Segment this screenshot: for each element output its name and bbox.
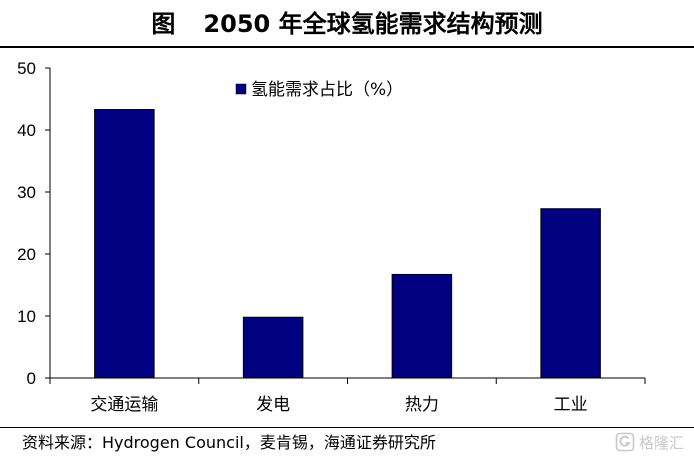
source-note: 资料来源：Hydrogen Council，麦肯锡，海通证券研究所 xyxy=(22,433,436,452)
x-tick-label: 发电 xyxy=(256,395,290,415)
x-tick-label: 热力 xyxy=(405,395,439,415)
title-rule xyxy=(0,46,694,48)
legend: 氢能需求占比（%） xyxy=(235,80,403,100)
bar xyxy=(391,273,453,379)
y-axis: 0 10 20 30 40 50 xyxy=(17,59,51,388)
x-tick-label: 交通运输 xyxy=(90,395,158,415)
figure-label: 图 xyxy=(151,10,176,38)
x-axis: 交通运输 发电 热力 工业 xyxy=(49,377,646,415)
bar-chart: 0 10 20 30 40 50 交通运输 发电 热力 工业 氢能需求占比（%） xyxy=(17,59,646,415)
y-tick-label: 0 xyxy=(27,369,36,388)
gelonghui-logo-icon xyxy=(615,432,635,452)
watermark-text: 格隆汇 xyxy=(638,433,684,452)
legend-label: 氢能需求占比（%） xyxy=(251,80,403,100)
bar xyxy=(94,109,155,379)
bar xyxy=(540,208,601,379)
bars xyxy=(94,109,601,379)
source-rule xyxy=(0,427,694,428)
watermark: 格隆汇 xyxy=(615,430,684,454)
y-tick-label: 40 xyxy=(17,121,36,140)
x-tick-label: 工业 xyxy=(554,395,588,415)
y-tick-label: 20 xyxy=(17,245,36,264)
figure-title-text: 2050 年全球氢能需求结构预测 xyxy=(203,10,543,38)
y-tick-label: 10 xyxy=(17,307,36,326)
legend-swatch xyxy=(235,83,247,95)
y-tick-label: 30 xyxy=(17,183,36,202)
figure-title: 图 2050 年全球氢能需求结构预测 xyxy=(0,6,694,42)
bar xyxy=(242,316,304,379)
y-tick-label: 50 xyxy=(17,59,36,78)
